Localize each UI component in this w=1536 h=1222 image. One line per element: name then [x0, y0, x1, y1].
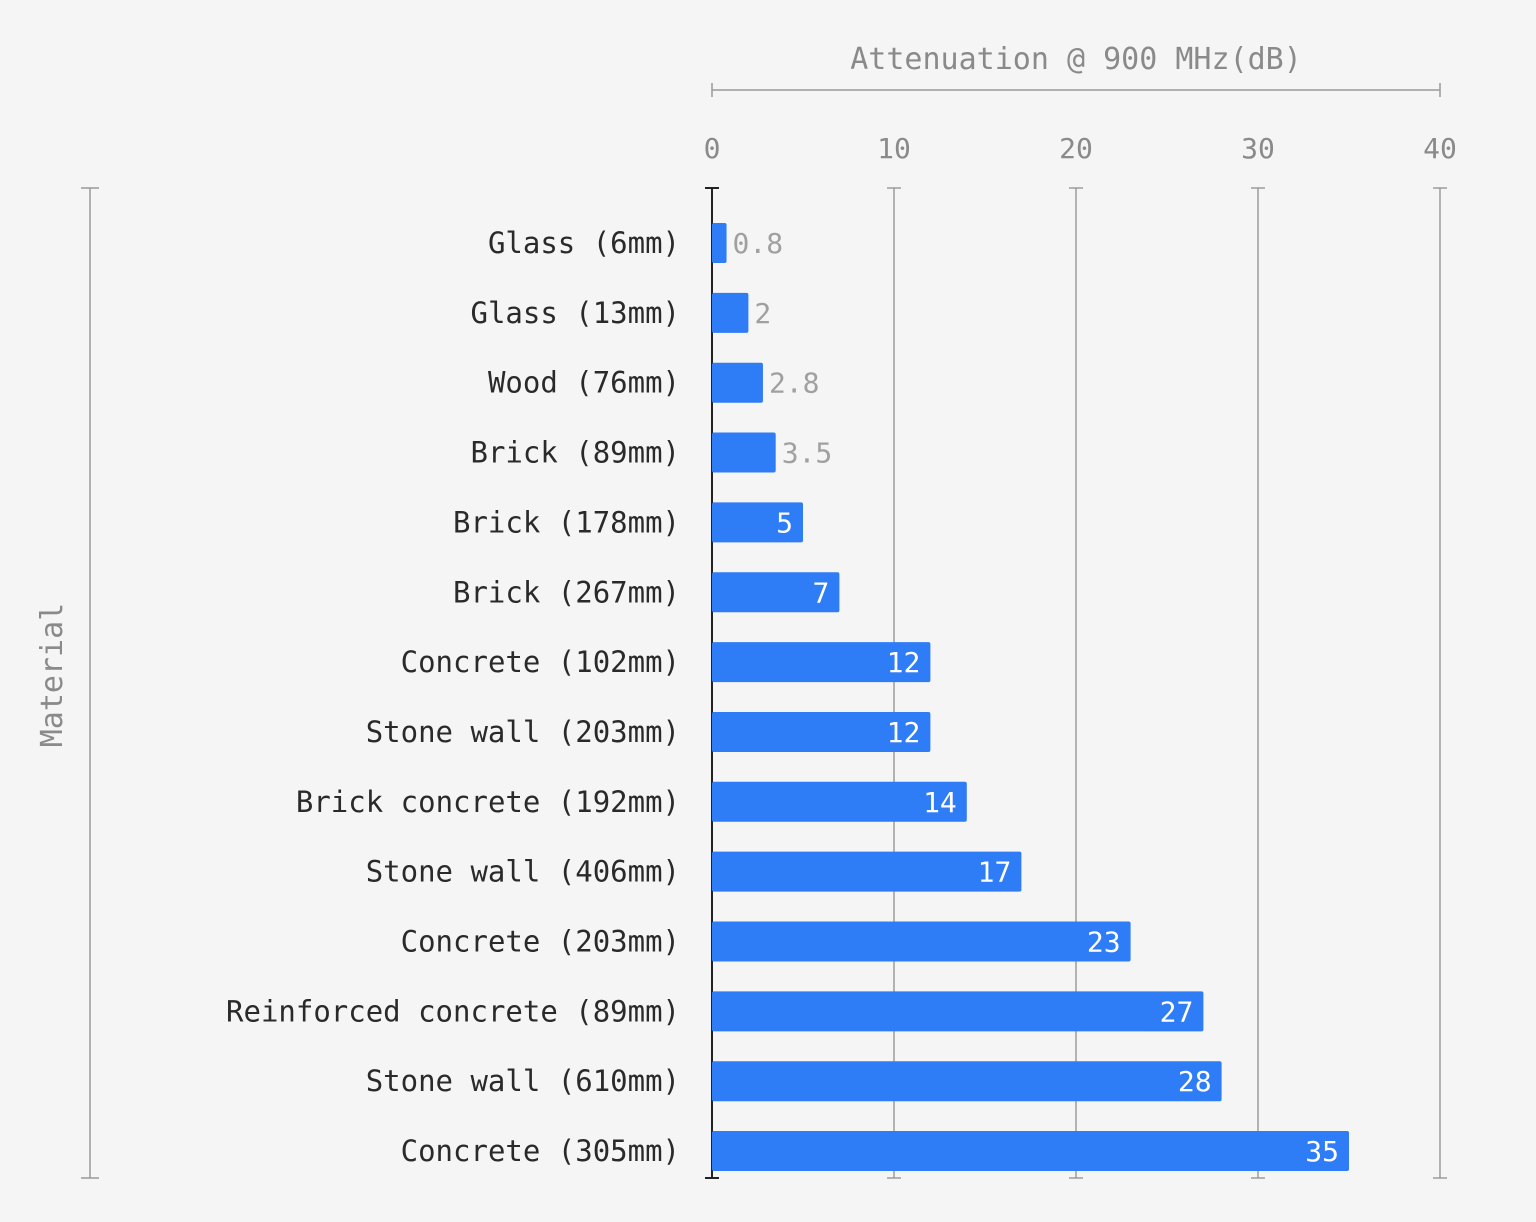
x-axis-title: Attenuation @ 900 MHz(dB)	[850, 42, 1302, 77]
x-tick-label: 10	[877, 132, 911, 165]
category-label: Wood (76mm)	[488, 366, 680, 400]
bar	[712, 711, 931, 752]
x-tick-label: 20	[1059, 132, 1093, 165]
bar	[712, 1131, 1349, 1172]
x-tick-label: 0	[704, 132, 721, 165]
category-label: Stone wall (406mm)	[366, 855, 680, 889]
category-label: Concrete (102mm)	[401, 645, 680, 679]
category-label: Brick concrete (192mm)	[296, 785, 680, 819]
category-label: Reinforced concrete (89mm)	[226, 994, 680, 1028]
bar	[712, 362, 763, 403]
bar-value-label: 14	[923, 786, 957, 819]
bar	[712, 991, 1204, 1032]
category-label: Glass (13mm)	[470, 296, 680, 330]
category-label: Glass (6mm)	[488, 226, 680, 260]
bar-value-label: 23	[1087, 926, 1121, 959]
bar-value-label: 7	[813, 576, 830, 609]
x-tick-label: 40	[1423, 132, 1457, 165]
category-label: Stone wall (203mm)	[366, 715, 680, 749]
bar	[712, 432, 776, 473]
bar-value-label: 17	[978, 856, 1012, 889]
bar-value-label: 12	[887, 646, 921, 679]
category-label: Concrete (305mm)	[401, 1134, 680, 1168]
category-label: Brick (178mm)	[453, 505, 680, 539]
bar-value-label: 35	[1305, 1135, 1339, 1168]
bar	[712, 292, 749, 333]
category-label: Brick (89mm)	[470, 436, 680, 470]
bar-value-label: 5	[776, 506, 793, 539]
bar-value-label: 28	[1178, 1065, 1212, 1098]
bar-value-label: 2.8	[769, 367, 820, 400]
category-label: Brick (267mm)	[453, 575, 680, 609]
bar-value-label: 0.8	[733, 227, 784, 260]
axes: 0 10 20 30 40 Attenuation @ 900 MHz(dB) Materi…	[35, 42, 1457, 1179]
category-label: Stone wall (610mm)	[366, 1064, 680, 1098]
bar	[712, 223, 727, 263]
bar	[712, 642, 931, 683]
x-tick-label: 30	[1241, 132, 1275, 165]
bar-value-label: 12	[887, 716, 921, 749]
bar	[712, 781, 967, 822]
y-axis-title: Material	[35, 603, 70, 748]
bar	[712, 921, 1131, 962]
bar-value-label: 2	[754, 297, 771, 330]
labels: Glass (6mm) 0.8 Glass (13mm) 2 Wood (76mm) 2.…	[226, 226, 1339, 1168]
bar	[712, 572, 840, 613]
bar	[712, 1061, 1222, 1102]
bar	[712, 851, 1022, 892]
bar-value-label: 3.5	[782, 437, 833, 470]
bars	[712, 223, 1349, 1172]
bar	[712, 502, 803, 543]
bar-value-label: 27	[1160, 995, 1194, 1028]
category-label: Concrete (203mm)	[401, 925, 680, 959]
